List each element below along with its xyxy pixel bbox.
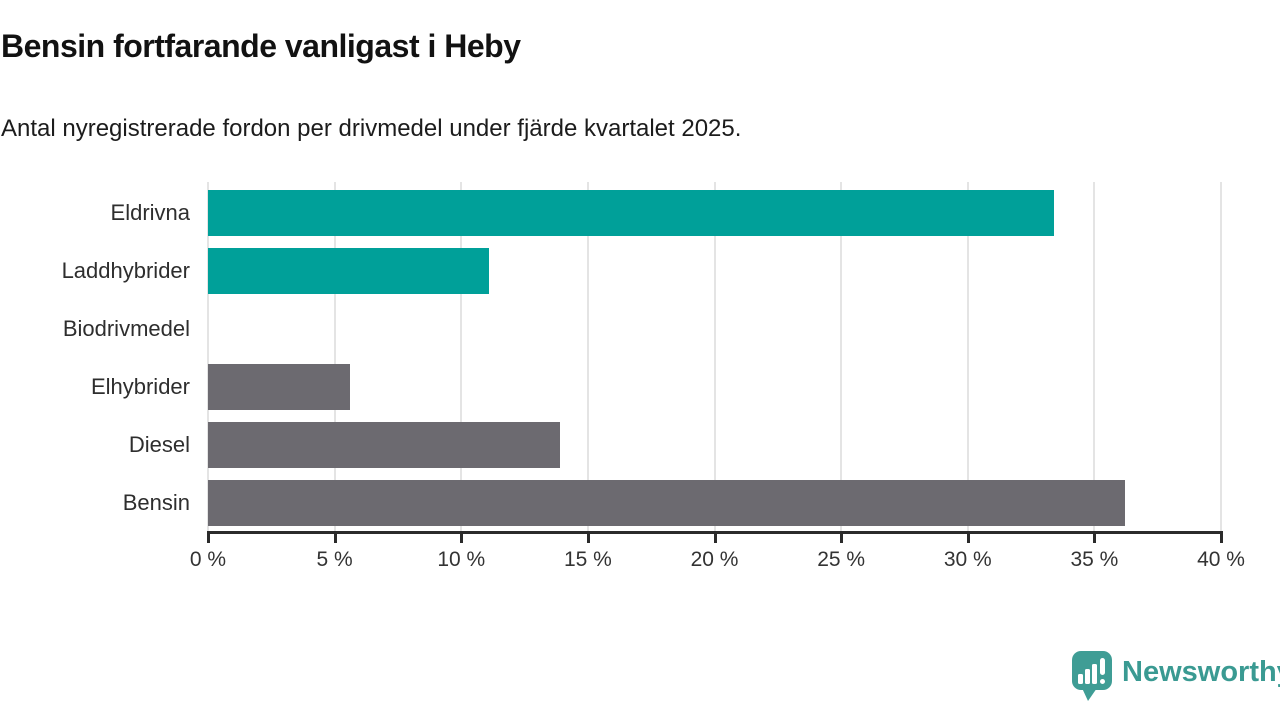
x-axis-tick-25 bbox=[840, 531, 844, 543]
chart-subtitle: Antal nyregistrerade fordon per drivmede… bbox=[1, 115, 742, 142]
x-axis-tick-label-30: 30 % bbox=[943, 548, 992, 571]
gridline-25 bbox=[840, 182, 843, 531]
gridline-40 bbox=[1220, 182, 1222, 531]
x-axis-tick-30 bbox=[966, 531, 970, 543]
x-axis-tick-label-35: 35 % bbox=[1070, 548, 1119, 571]
x-axis-tick-35 bbox=[1093, 531, 1097, 543]
category-label-laddhybrider: Laddhybrider bbox=[61, 258, 190, 283]
bar-laddhybrider bbox=[208, 248, 490, 294]
gridline-30 bbox=[966, 182, 969, 531]
category-label-diesel: Diesel bbox=[128, 432, 190, 457]
newsworthy-logo-icon bbox=[1072, 651, 1112, 701]
gridline-10 bbox=[460, 182, 463, 531]
category-label-elhybrider: Elhybrider bbox=[90, 374, 190, 399]
gridline-5 bbox=[333, 182, 336, 531]
category-label-eldrivna: Eldrivna bbox=[110, 200, 190, 225]
x-axis-tick-label-10: 10 % bbox=[437, 548, 486, 571]
x-axis-tick-40 bbox=[1220, 531, 1223, 543]
chart-title: Bensin fortfarande vanligast i Heby bbox=[1, 28, 521, 64]
x-axis-tick-20 bbox=[713, 531, 717, 543]
bar-elhybrider bbox=[208, 364, 350, 410]
x-axis-tick-label-25: 25 % bbox=[817, 548, 866, 571]
category-labels: Eldrivna Laddhybrider Biodrivmedel Elhybrid… bbox=[0, 182, 190, 531]
newsworthy-logo: Newsworthy bbox=[1071, 650, 1280, 703]
x-axis-tick-15 bbox=[586, 531, 590, 543]
x-axis-tick-label-15: 15 % bbox=[563, 548, 612, 571]
x-axis-tick-label-0: 0 % bbox=[189, 548, 227, 571]
x-axis-tick-label-40: 40 % bbox=[1197, 548, 1245, 571]
newsworthy-logo-text: Newsworthy bbox=[1122, 656, 1280, 688]
x-axis-tick-10 bbox=[460, 531, 464, 543]
gridline-35 bbox=[1093, 182, 1096, 531]
x-axis-tick-label-5: 5 % bbox=[316, 548, 353, 571]
x-axis-tick-5 bbox=[333, 531, 337, 543]
plot-area: 0 % 5 % 10 % 15 % 20 % 25 % 30 % 35 % 40 % bbox=[190, 182, 1245, 571]
gridline-15 bbox=[586, 182, 589, 531]
gridline-20 bbox=[713, 182, 716, 531]
x-axis-tick-0 bbox=[207, 531, 210, 543]
category-label-bensin: Bensin bbox=[122, 490, 190, 515]
bar-eldrivna bbox=[208, 190, 1054, 236]
x-axis-tick-label-20: 20 % bbox=[690, 548, 739, 571]
gridline-0 bbox=[207, 182, 209, 531]
bar-bensin bbox=[208, 480, 1125, 526]
category-label-biodrivmedel: Biodrivmedel bbox=[62, 316, 190, 341]
bar-diesel bbox=[208, 422, 561, 468]
